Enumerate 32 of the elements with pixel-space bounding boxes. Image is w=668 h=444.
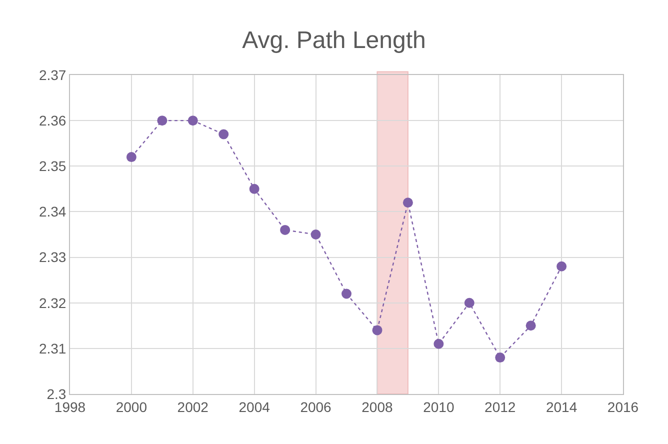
- x-tick-label: 2002: [177, 398, 209, 415]
- point: [556, 261, 567, 272]
- y-tick-label: 2.36: [38, 112, 66, 128]
- y-tick-label: 2.31: [38, 340, 66, 356]
- x-tick-label: 2016: [607, 398, 639, 415]
- y-tick-label: 2.37: [38, 66, 66, 83]
- point: [526, 320, 536, 331]
- point: [218, 129, 229, 140]
- point: [402, 198, 413, 208]
- y-tick-label: 2.35: [38, 158, 66, 174]
- point: [157, 116, 168, 126]
- x-tick-label: 2010: [423, 398, 454, 415]
- point: [280, 224, 290, 235]
- point: [495, 352, 506, 363]
- x-tick-label: 2014: [546, 398, 578, 415]
- x-tick-label: 2006: [300, 398, 332, 415]
- chart-title: Avg. Path Length: [242, 26, 426, 54]
- y-tick-label: 2.34: [38, 204, 66, 220]
- x-tick-label: 2012: [484, 398, 516, 415]
- x-tick-label: 2004: [238, 398, 270, 415]
- y-tick-label: 2.32: [38, 294, 66, 311]
- point: [434, 338, 444, 349]
- point: [342, 288, 352, 299]
- point: [188, 116, 198, 126]
- point: [249, 184, 260, 194]
- point: [126, 152, 136, 162]
- point: [310, 230, 321, 240]
- x-tick-label: 2000: [116, 398, 148, 415]
- point: [372, 325, 382, 336]
- point: [464, 298, 474, 308]
- y-tick-label: 2.33: [38, 249, 66, 266]
- x-tick-label: 2008: [362, 398, 393, 415]
